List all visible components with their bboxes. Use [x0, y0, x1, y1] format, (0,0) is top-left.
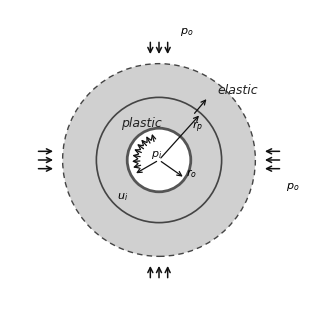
Text: $r_p$: $r_p$ — [192, 120, 203, 135]
Text: $p_o$: $p_o$ — [180, 26, 194, 38]
Circle shape — [63, 64, 255, 256]
Text: $p_i$: $p_i$ — [151, 149, 163, 161]
Text: $p_o$: $p_o$ — [286, 181, 300, 193]
Text: elastic: elastic — [218, 84, 258, 97]
Circle shape — [96, 97, 222, 223]
Text: plastic: plastic — [121, 117, 162, 130]
Text: $r_o$: $r_o$ — [186, 167, 197, 180]
Circle shape — [127, 128, 191, 192]
Text: $u_i$: $u_i$ — [117, 191, 128, 203]
